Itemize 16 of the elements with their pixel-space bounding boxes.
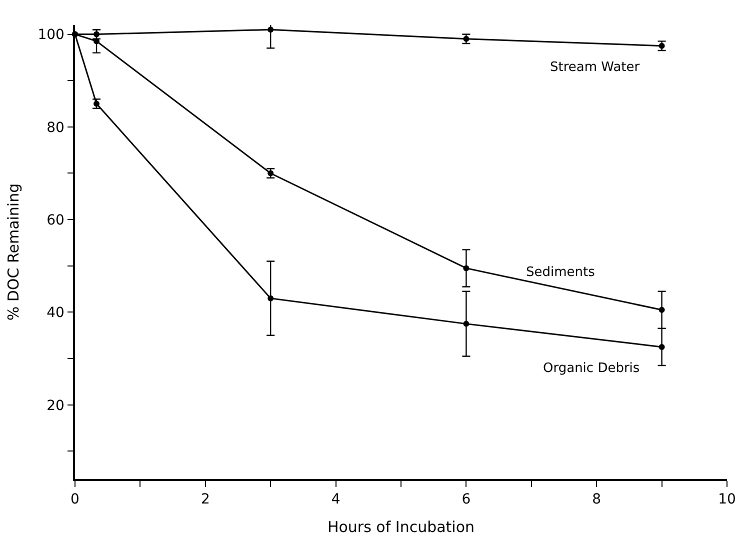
x-tick-label: 6 <box>462 492 471 508</box>
x-tick-label: 10 <box>718 492 736 508</box>
series-label: Organic Debris <box>543 361 640 376</box>
x-tick-label: 4 <box>331 492 340 508</box>
x-tick-label: 8 <box>592 492 602 508</box>
y-tick-label: 40 <box>46 305 64 322</box>
y-tick-label: 60 <box>46 212 64 228</box>
series-label: Sediments <box>526 265 596 280</box>
x-tick-label: 0 <box>70 492 80 508</box>
y-tick-label: 20 <box>46 398 64 414</box>
y-axis-title: % DOC Remaining <box>4 183 22 321</box>
y-tick-label: 100 <box>38 27 64 44</box>
x-axis-title: Hours of Incubation <box>327 518 475 536</box>
series-label: Stream Water <box>550 60 640 75</box>
x-tick-label: 2 <box>200 492 210 508</box>
y-tick-label: 80 <box>46 120 64 136</box>
